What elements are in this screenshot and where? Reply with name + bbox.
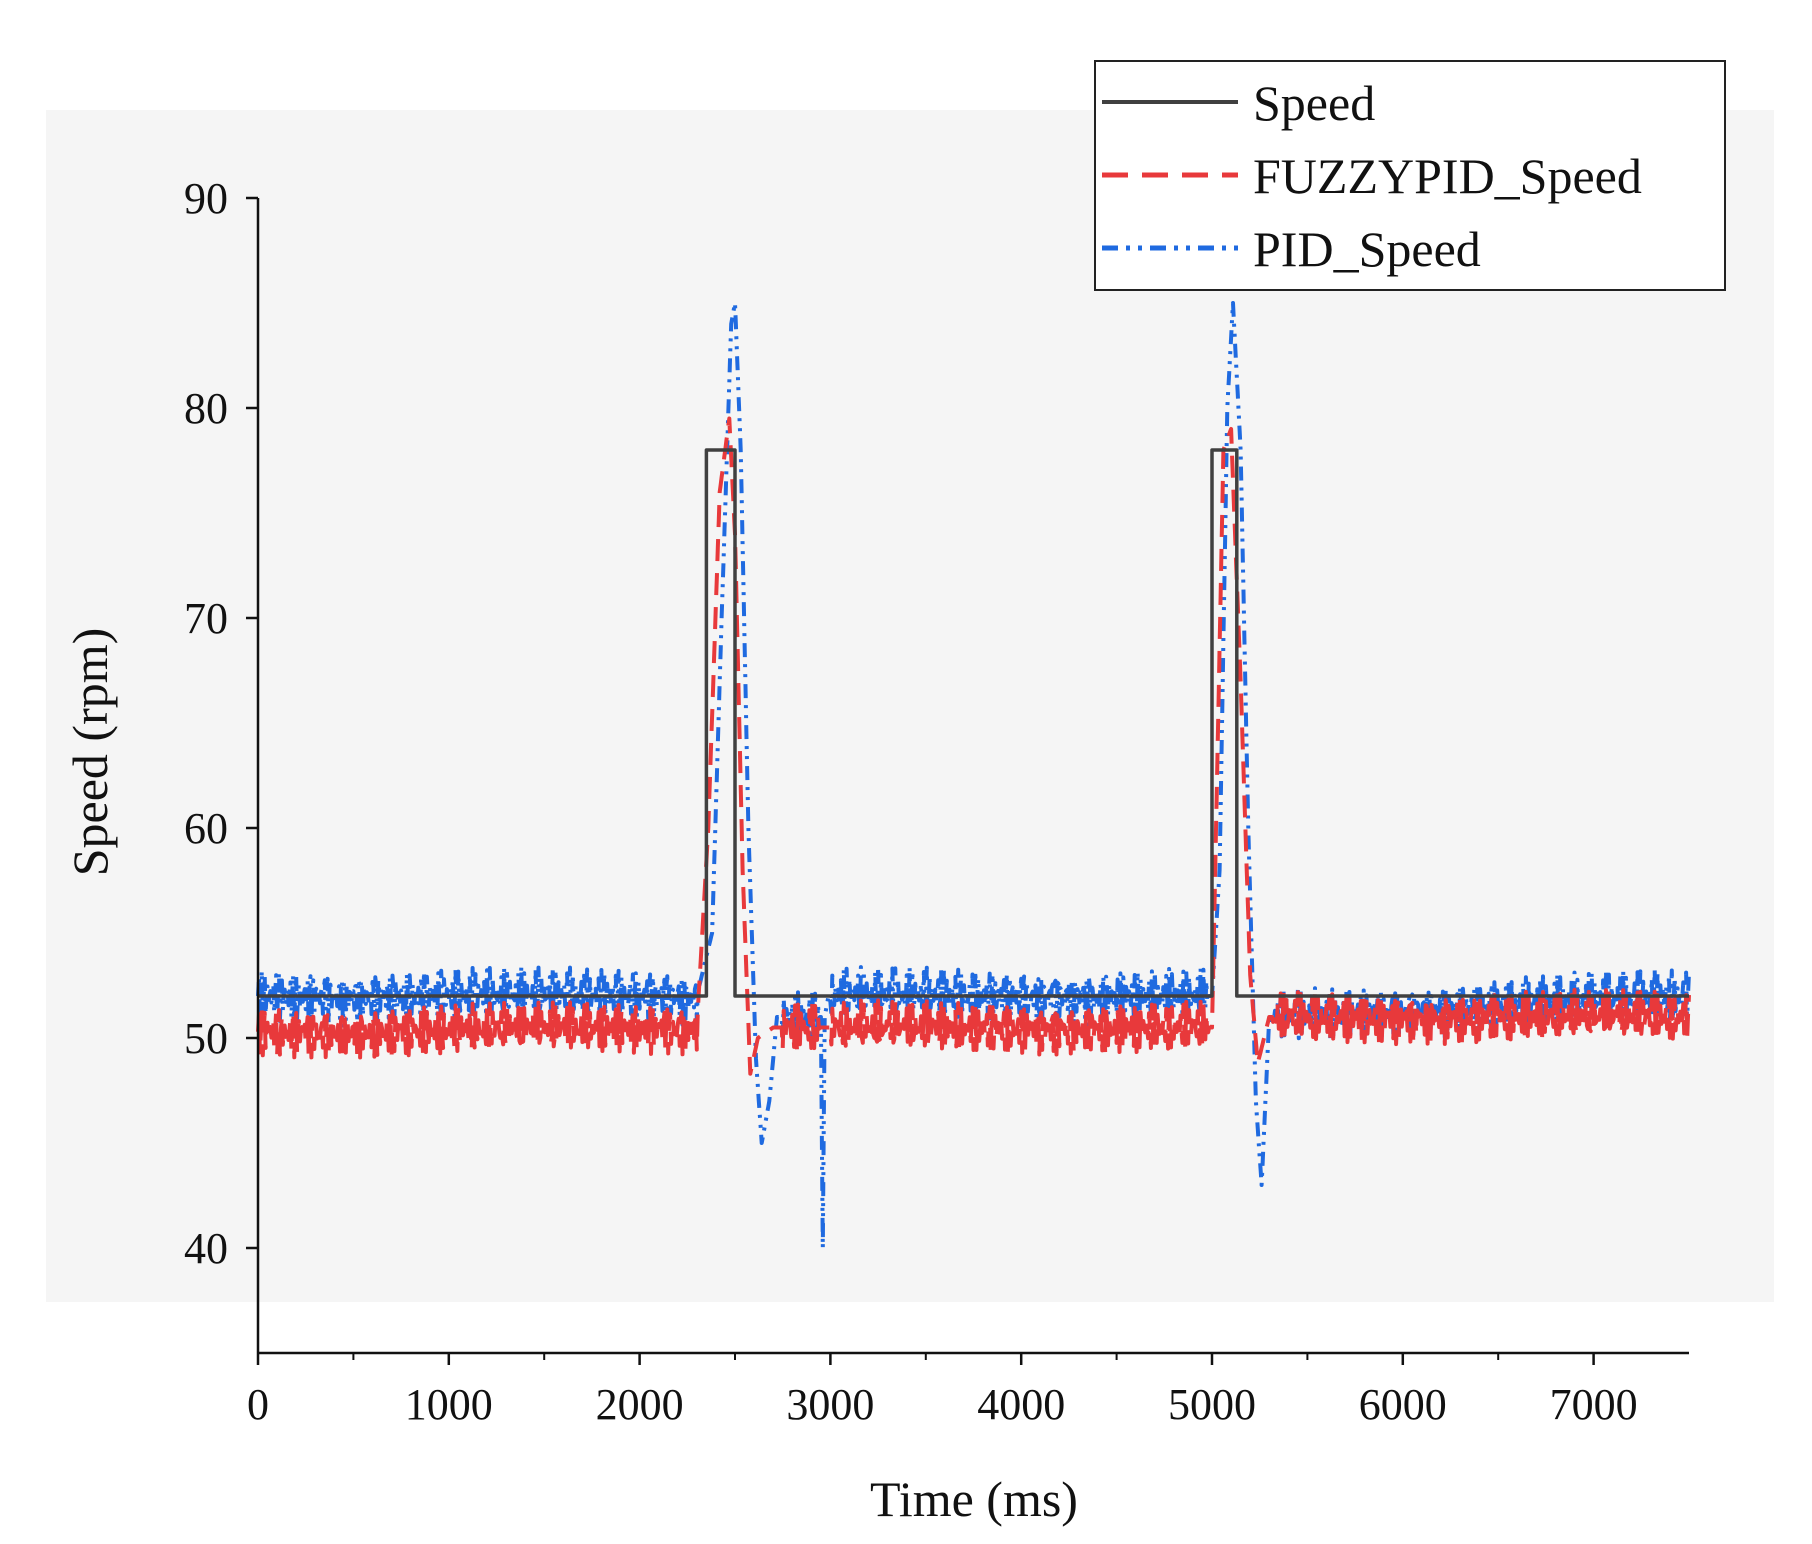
legend-label-speed: Speed xyxy=(1253,75,1375,131)
x-tick-label: 7000 xyxy=(1550,1380,1638,1429)
x-tick-label: 2000 xyxy=(596,1380,684,1429)
y-tick-label: 90 xyxy=(184,174,228,223)
legend-label-fuzzypid: FUZZYPID_Speed xyxy=(1253,148,1642,204)
x-tick-label: 5000 xyxy=(1168,1380,1256,1429)
y-tick-label: 50 xyxy=(184,1014,228,1063)
legend: Speed FUZZYPID_Speed PID_Speed xyxy=(1094,60,1726,291)
y-tick-label: 40 xyxy=(184,1224,228,1273)
series-line-speed xyxy=(258,448,1689,998)
axes-layer xyxy=(256,198,1689,1355)
x-axis-label: Time (ms) xyxy=(870,1471,1078,1527)
y-axis-label: Speed (rpm) xyxy=(62,628,118,877)
y-tick-label: 60 xyxy=(184,804,228,853)
x-tick-label: 4000 xyxy=(977,1380,1065,1429)
figure-background xyxy=(46,110,1774,1302)
x-tick-label: 3000 xyxy=(786,1380,874,1429)
series-layer xyxy=(256,301,1691,1250)
y-tick-label: 80 xyxy=(184,384,228,433)
x-ticks: 0 1000 2000 3000 4000 5000 6000 7000 xyxy=(247,1353,1638,1429)
x-tick-label: 1000 xyxy=(405,1380,493,1429)
y-ticks: 40 50 60 70 80 90 xyxy=(184,174,258,1273)
series-line-fuzzypid-speed xyxy=(256,416,1691,1076)
x-tick-label: 0 xyxy=(247,1380,269,1429)
legend-label-pid: PID_Speed xyxy=(1253,221,1481,277)
y-tick-label: 70 xyxy=(184,594,228,643)
x-tick-label: 6000 xyxy=(1359,1380,1447,1429)
